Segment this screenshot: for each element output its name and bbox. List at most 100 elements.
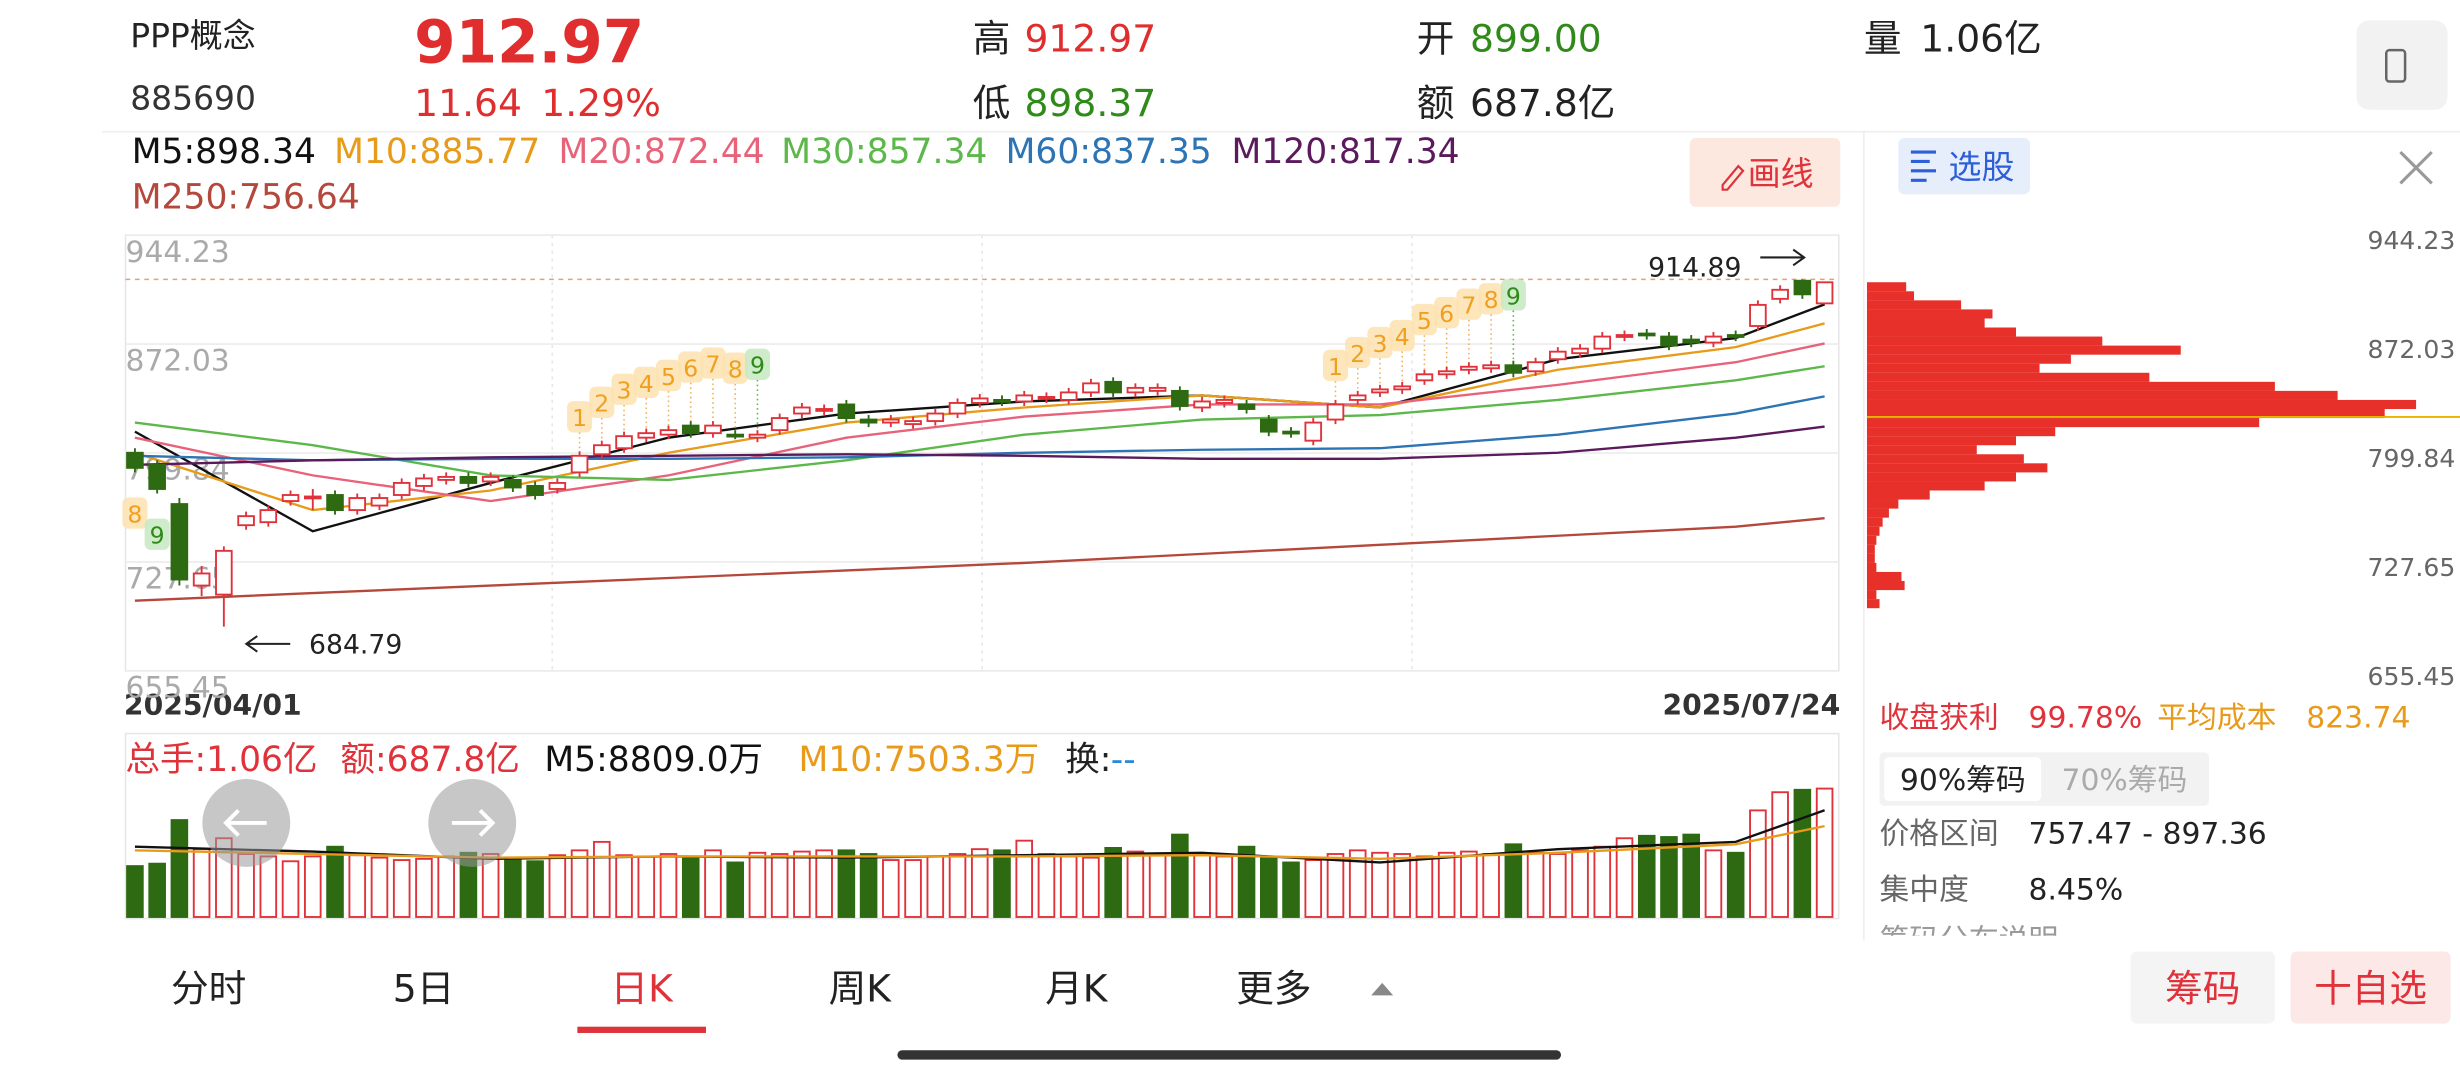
candle-body <box>793 406 811 415</box>
candle-body <box>437 475 455 481</box>
tab-70-label[interactable]: 70%筹码 <box>2062 763 2188 798</box>
range: 757.47 - 897.36 <box>2029 816 2267 851</box>
list-icon <box>1910 150 1936 182</box>
volume-legend: M10:7503.3万 <box>799 740 1040 780</box>
landscape-button[interactable] <box>2356 20 2448 110</box>
candle-body <box>770 417 789 432</box>
tab[interactable]: 周K <box>829 967 893 1011</box>
chip-bar <box>1866 390 2338 400</box>
volume-bar <box>170 819 189 918</box>
td-badge <box>744 348 770 380</box>
volume-bar <box>793 850 811 918</box>
td-label: 2 <box>1350 340 1365 368</box>
candle-body <box>570 454 589 474</box>
chip-bar <box>1866 372 2150 382</box>
arrow <box>244 635 291 653</box>
chip-bar <box>1866 345 2181 355</box>
volume-bar <box>1482 853 1500 918</box>
x-label: 2025/07/24 <box>1663 689 1841 722</box>
volume-bar <box>1215 855 1234 918</box>
candle-body <box>1593 335 1612 350</box>
candle-body <box>192 572 211 587</box>
low-label: 低 <box>973 81 1011 125</box>
candle-body <box>1437 370 1456 376</box>
candle-body <box>904 420 922 426</box>
volume-bar <box>348 854 367 918</box>
candle-body <box>1215 399 1234 404</box>
tab-90[interactable] <box>1884 757 2042 801</box>
td-label: 7 <box>705 350 720 378</box>
legend-entry: M5:898.34 <box>132 132 316 172</box>
chip-button[interactable] <box>2130 951 2275 1024</box>
home-indicator <box>897 1050 1562 1060</box>
tab[interactable]: 更多 <box>1236 967 1311 1011</box>
volume-bar <box>259 855 278 918</box>
volume-bar <box>303 855 322 918</box>
td-label: 9 <box>150 522 165 550</box>
close-icon[interactable] <box>2399 150 2433 185</box>
candle-body <box>659 429 678 436</box>
ma-line <box>134 425 1825 467</box>
chip-bar <box>1866 336 2103 346</box>
volume-bar <box>1193 853 1211 918</box>
candle-body <box>1260 418 1278 433</box>
candle-body <box>1615 334 1634 338</box>
candle-body <box>1304 421 1323 442</box>
stock-code: 885690 <box>130 79 256 118</box>
tab[interactable]: 5日 <box>393 967 455 1011</box>
candle-body <box>1126 386 1145 394</box>
more-icon <box>1371 982 1394 996</box>
ma-line <box>134 517 1825 602</box>
candle-body <box>726 433 744 438</box>
chip-tick-label: 799.84 <box>2368 444 2456 473</box>
td-label: 8 <box>127 501 142 529</box>
tab[interactable]: 月K <box>1045 967 1109 1011</box>
volume-bar <box>1704 849 1723 918</box>
candle-body <box>1704 335 1723 344</box>
td-badge <box>1478 283 1504 315</box>
candle-body <box>259 509 278 524</box>
chip-bar <box>1866 526 1880 536</box>
tab-active[interactable]: 日K <box>611 967 675 1011</box>
td-badge <box>678 351 704 383</box>
candle-body <box>837 403 856 419</box>
watch-button[interactable] <box>2290 951 2451 1024</box>
last-price: 912.97 <box>414 9 644 78</box>
tab[interactable]: 分时 <box>171 967 246 1011</box>
volume-bar <box>1815 787 1834 918</box>
chip-bar <box>1866 282 1907 292</box>
chip-bar <box>1866 418 2260 428</box>
td-label: 8 <box>728 356 743 384</box>
candle-body <box>1348 394 1367 401</box>
chip-tick-label: 872.03 <box>2368 335 2456 364</box>
candle-body <box>948 402 967 415</box>
chip-tick-label: 727.65 <box>2368 553 2456 582</box>
candle-body <box>170 503 189 581</box>
chip-bar <box>1866 562 1877 572</box>
candle-body <box>681 424 700 435</box>
candle-body <box>637 432 656 439</box>
candle-body <box>1504 364 1523 374</box>
tab-bar: 分时 5日 日K 周K 月K 更多 筹码 十自选 <box>171 951 2451 1033</box>
candle-body <box>1771 288 1789 300</box>
candle-body <box>481 475 500 483</box>
volume-bar <box>1771 791 1789 918</box>
candle-body <box>1571 347 1589 355</box>
ma-line <box>134 342 1825 503</box>
candle-body <box>1749 303 1767 327</box>
volume-bar <box>570 849 589 918</box>
chip-bar <box>1866 427 2056 437</box>
candle-body <box>526 485 544 496</box>
candle-body <box>281 494 300 502</box>
chip-bar <box>1866 590 1877 600</box>
candle-body <box>370 497 389 507</box>
volume-bar <box>748 851 767 918</box>
candle-body <box>1148 386 1167 392</box>
candle-body <box>215 549 233 596</box>
td-badge <box>567 401 593 433</box>
nav-arrows <box>202 779 517 867</box>
tab-90-label: 90%筹码 <box>1900 763 2026 798</box>
volume-bar <box>859 853 878 918</box>
volume-bar <box>770 853 789 918</box>
